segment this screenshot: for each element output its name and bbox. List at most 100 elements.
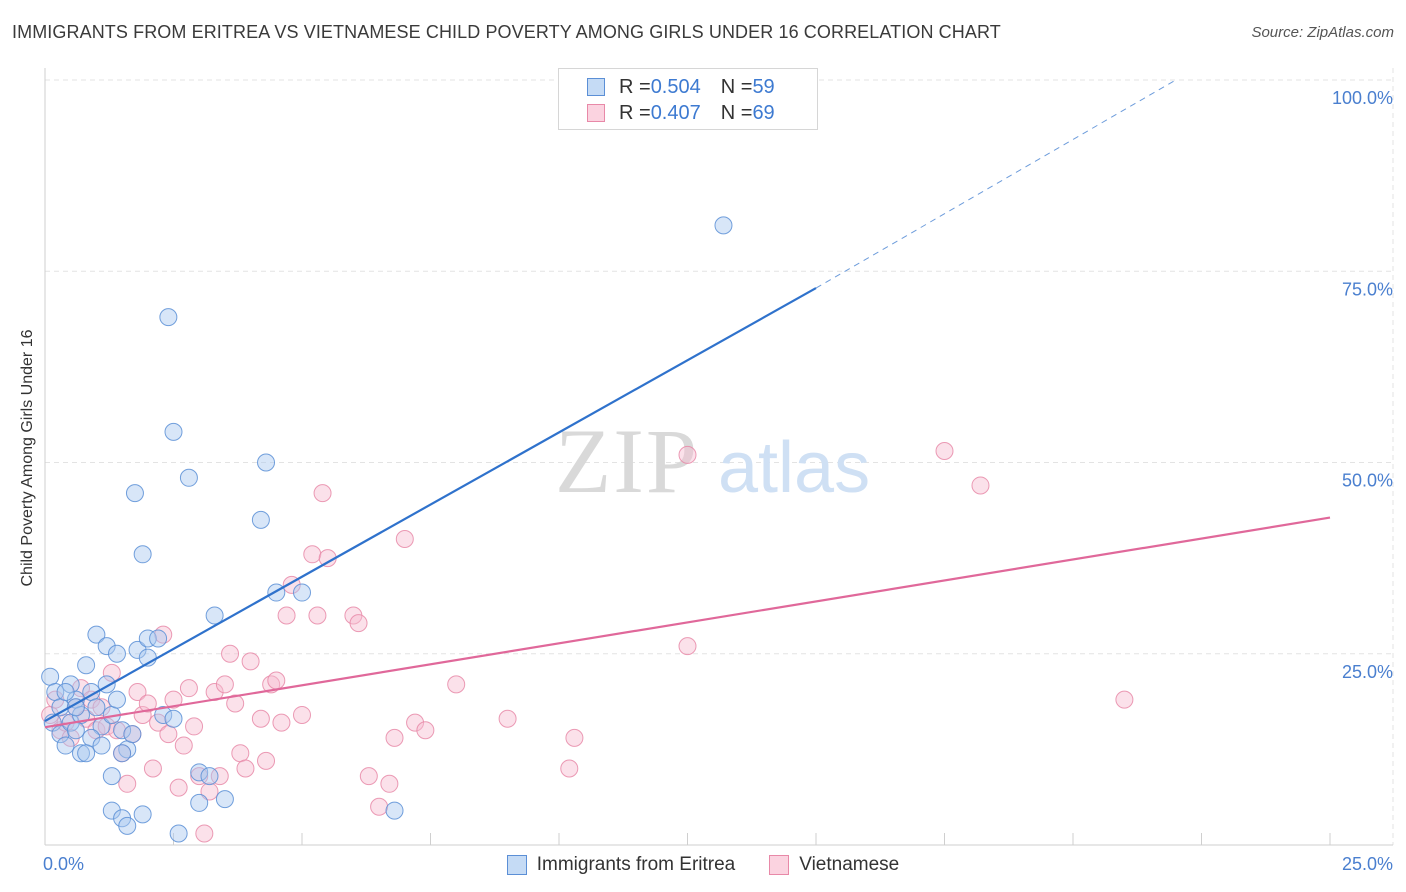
watermark-zip: ZIP [555, 410, 699, 512]
eritrea-point [97, 637, 116, 656]
eritrea-point [149, 629, 168, 648]
legend-n-value: 69 [752, 101, 775, 124]
eritrea-point [66, 721, 85, 740]
eritrea-point [77, 656, 96, 675]
eritrea-point [56, 736, 75, 755]
legend-r-label: R = [619, 75, 651, 98]
vietnamese-point [313, 484, 332, 503]
vietnamese-point [935, 442, 954, 461]
vietnamese-point [380, 774, 399, 793]
vietnamese-point [349, 614, 368, 633]
vietnamese-point [174, 736, 193, 755]
eritrea-point [113, 721, 132, 740]
eritrea-point [200, 767, 219, 786]
vietnamese-point [221, 644, 240, 663]
vietnamese-point [251, 709, 270, 728]
vietnamese-point [164, 690, 183, 709]
vietnamese-point [241, 652, 260, 671]
vietnamese-point [447, 675, 466, 694]
vietnamese-point [128, 683, 147, 701]
tick-labels: 25.0% 50.0% 75.0% 100.0% 0.0% 25.0% [43, 88, 1393, 874]
eritrea-point [133, 545, 152, 564]
source-credit: Source: ZipAtlas.com [1251, 24, 1394, 41]
eritrea-point [190, 793, 209, 812]
eritrea-point [92, 736, 111, 755]
vietnamese-point [272, 713, 291, 732]
vietnamese-point [498, 709, 517, 728]
legend-swatch-eritrea [587, 78, 605, 96]
series-legend: Immigrants from Eritrea Vietnamese [0, 852, 1406, 878]
eritrea-trend-line [44, 287, 817, 723]
legend-item-eritrea: Immigrants from Eritrea [506, 854, 735, 876]
eritrea-point [205, 606, 224, 625]
legend-row-eritrea: R = 0.504 N = 59 [587, 74, 775, 100]
y-tick-label: 25.0% [1342, 662, 1393, 682]
vietnamese-point [267, 671, 286, 690]
eritrea-point [385, 801, 404, 820]
vietnamese-point [678, 445, 697, 464]
vietnamese-point [678, 637, 697, 656]
eritrea-point [107, 690, 126, 709]
vietnamese-point [179, 679, 198, 698]
vietnamese-point [190, 767, 209, 786]
chart-title: IMMIGRANTS FROM ERITREA VS VIETNAMESE CH… [12, 22, 1001, 42]
eritrea-point [133, 805, 152, 824]
vietnamese-point [236, 759, 255, 778]
vietnamese-point [293, 705, 311, 724]
x-tick-label: 25.0% [1342, 854, 1393, 874]
grid-lines [45, 68, 1395, 845]
vietnamese-point [395, 530, 414, 548]
eritrea-point [128, 640, 147, 659]
eritrea-point [714, 216, 733, 235]
vietnamese-point [138, 694, 157, 713]
eritrea-point [169, 824, 188, 843]
legend-r-value: 0.407 [650, 101, 701, 124]
vietnamese-point [210, 767, 229, 786]
vietnamese-point [215, 675, 234, 694]
vietnamese-point [195, 824, 214, 843]
vietnamese-point [1115, 690, 1134, 709]
vietnamese-point [143, 759, 162, 778]
eritrea-point [190, 763, 209, 782]
eritrea-point [164, 709, 183, 728]
vietnamese-point [359, 767, 378, 786]
eritrea-point [113, 744, 132, 763]
vietnamese-point [565, 728, 584, 747]
eritrea-point [87, 698, 106, 717]
eritrea-point [154, 705, 173, 724]
legend-n-label: N = [720, 101, 753, 124]
eritrea-point [102, 801, 121, 820]
eritrea-point [251, 510, 270, 529]
vietnamese-point [560, 759, 579, 778]
vietnamese-point [200, 782, 219, 801]
eritrea-point [215, 790, 234, 809]
eritrea-point [77, 744, 96, 763]
eritrea-point [87, 625, 106, 644]
vietnamese-point [226, 694, 245, 713]
vietnamese-point [102, 663, 121, 682]
axes [44, 68, 1393, 846]
vietnamese-point [416, 721, 435, 740]
trend-lines [44, 79, 1331, 729]
correlation-legend: R = 0.504 N = 59 R = 0.407 N = 69 [558, 68, 818, 130]
legend-row-vietnamese: R = 0.407 N = 69 [587, 100, 775, 126]
legend-n-label: N = [720, 75, 753, 98]
y-tick-label: 75.0% [1342, 279, 1393, 299]
vietnamese-point [118, 774, 137, 793]
vietnamese-point [169, 778, 188, 797]
vietnamese-point [385, 728, 404, 747]
eritrea-point [138, 629, 157, 648]
legend-label-vietnamese: Vietnamese [799, 854, 900, 875]
eritrea-point [56, 683, 75, 701]
eritrea-point [257, 453, 276, 472]
eritrea-point [293, 583, 311, 602]
eritrea-trend-extension [815, 79, 1177, 289]
eritrea-point [71, 744, 90, 763]
vietnamese-point [159, 725, 178, 744]
vietnamese-points [41, 442, 1134, 843]
vietnamese-point [71, 679, 90, 698]
y-tick-label: 100.0% [1332, 88, 1393, 108]
y-tick-label: 50.0% [1342, 471, 1393, 491]
eritrea-point [123, 725, 142, 744]
eritrea-point [118, 816, 137, 835]
